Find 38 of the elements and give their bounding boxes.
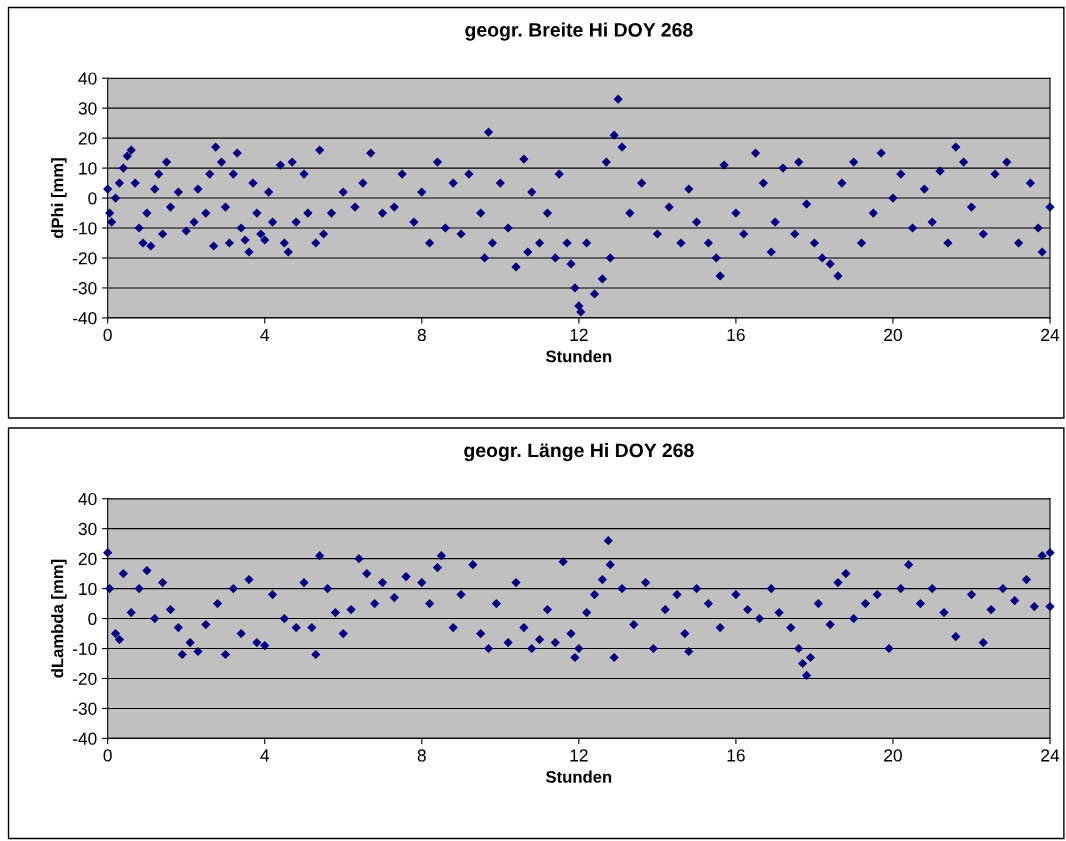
- y-tick-label: -30: [72, 282, 97, 295]
- y-tick-label: 20: [78, 132, 97, 145]
- x-tick-label: 16: [727, 328, 745, 342]
- y-tick-label: -40: [72, 732, 97, 745]
- y-tick-label: 10: [79, 162, 97, 175]
- x-axis-title: Stunden: [545, 770, 612, 783]
- y-tick-label: 0: [88, 612, 97, 626]
- x-tick-label: 8: [417, 749, 426, 762]
- y-tick-label: -40: [72, 312, 97, 325]
- y-tick-label: -20: [72, 252, 97, 265]
- x-tick-label: 16: [727, 749, 745, 762]
- x-tick-label: 20: [884, 749, 902, 762]
- x-axis-title: Stunden: [545, 350, 612, 363]
- y-axis-title: dPhi [mm]: [51, 158, 67, 239]
- y-tick-label: 30: [78, 522, 97, 536]
- y-axis-title: dLambda [mm]: [51, 559, 67, 678]
- x-tick-label: 4: [260, 328, 270, 341]
- y-tick-label: -20: [72, 672, 97, 685]
- x-tick-label: 20: [884, 328, 902, 342]
- x-tick-label: 24: [1041, 749, 1060, 762]
- y-tick-label: -10: [72, 642, 97, 655]
- y-tick-label: -10: [72, 222, 97, 235]
- x-tick-label: 12: [570, 328, 588, 341]
- x-tick-label: 0: [103, 328, 112, 342]
- chart-title: geogr. Breite Hi DOY 268: [465, 22, 693, 41]
- y-tick-label: -30: [72, 702, 97, 715]
- chart-title: geogr. Länge Hi DOY 268: [464, 442, 694, 462]
- y-tick-label: 30: [78, 102, 97, 115]
- y-tick-label: 0: [88, 192, 97, 205]
- x-tick-label: 4: [260, 749, 270, 762]
- x-tick-label: 0: [103, 749, 112, 762]
- x-tick-label: 24: [1041, 328, 1060, 341]
- x-tick-label: 8: [417, 328, 426, 342]
- y-tick-label: 40: [78, 492, 97, 506]
- y-tick-label: 10: [79, 582, 97, 596]
- y-tick-label: 40: [78, 72, 97, 85]
- y-tick-label: 20: [78, 552, 97, 566]
- x-tick-label: 12: [570, 749, 588, 762]
